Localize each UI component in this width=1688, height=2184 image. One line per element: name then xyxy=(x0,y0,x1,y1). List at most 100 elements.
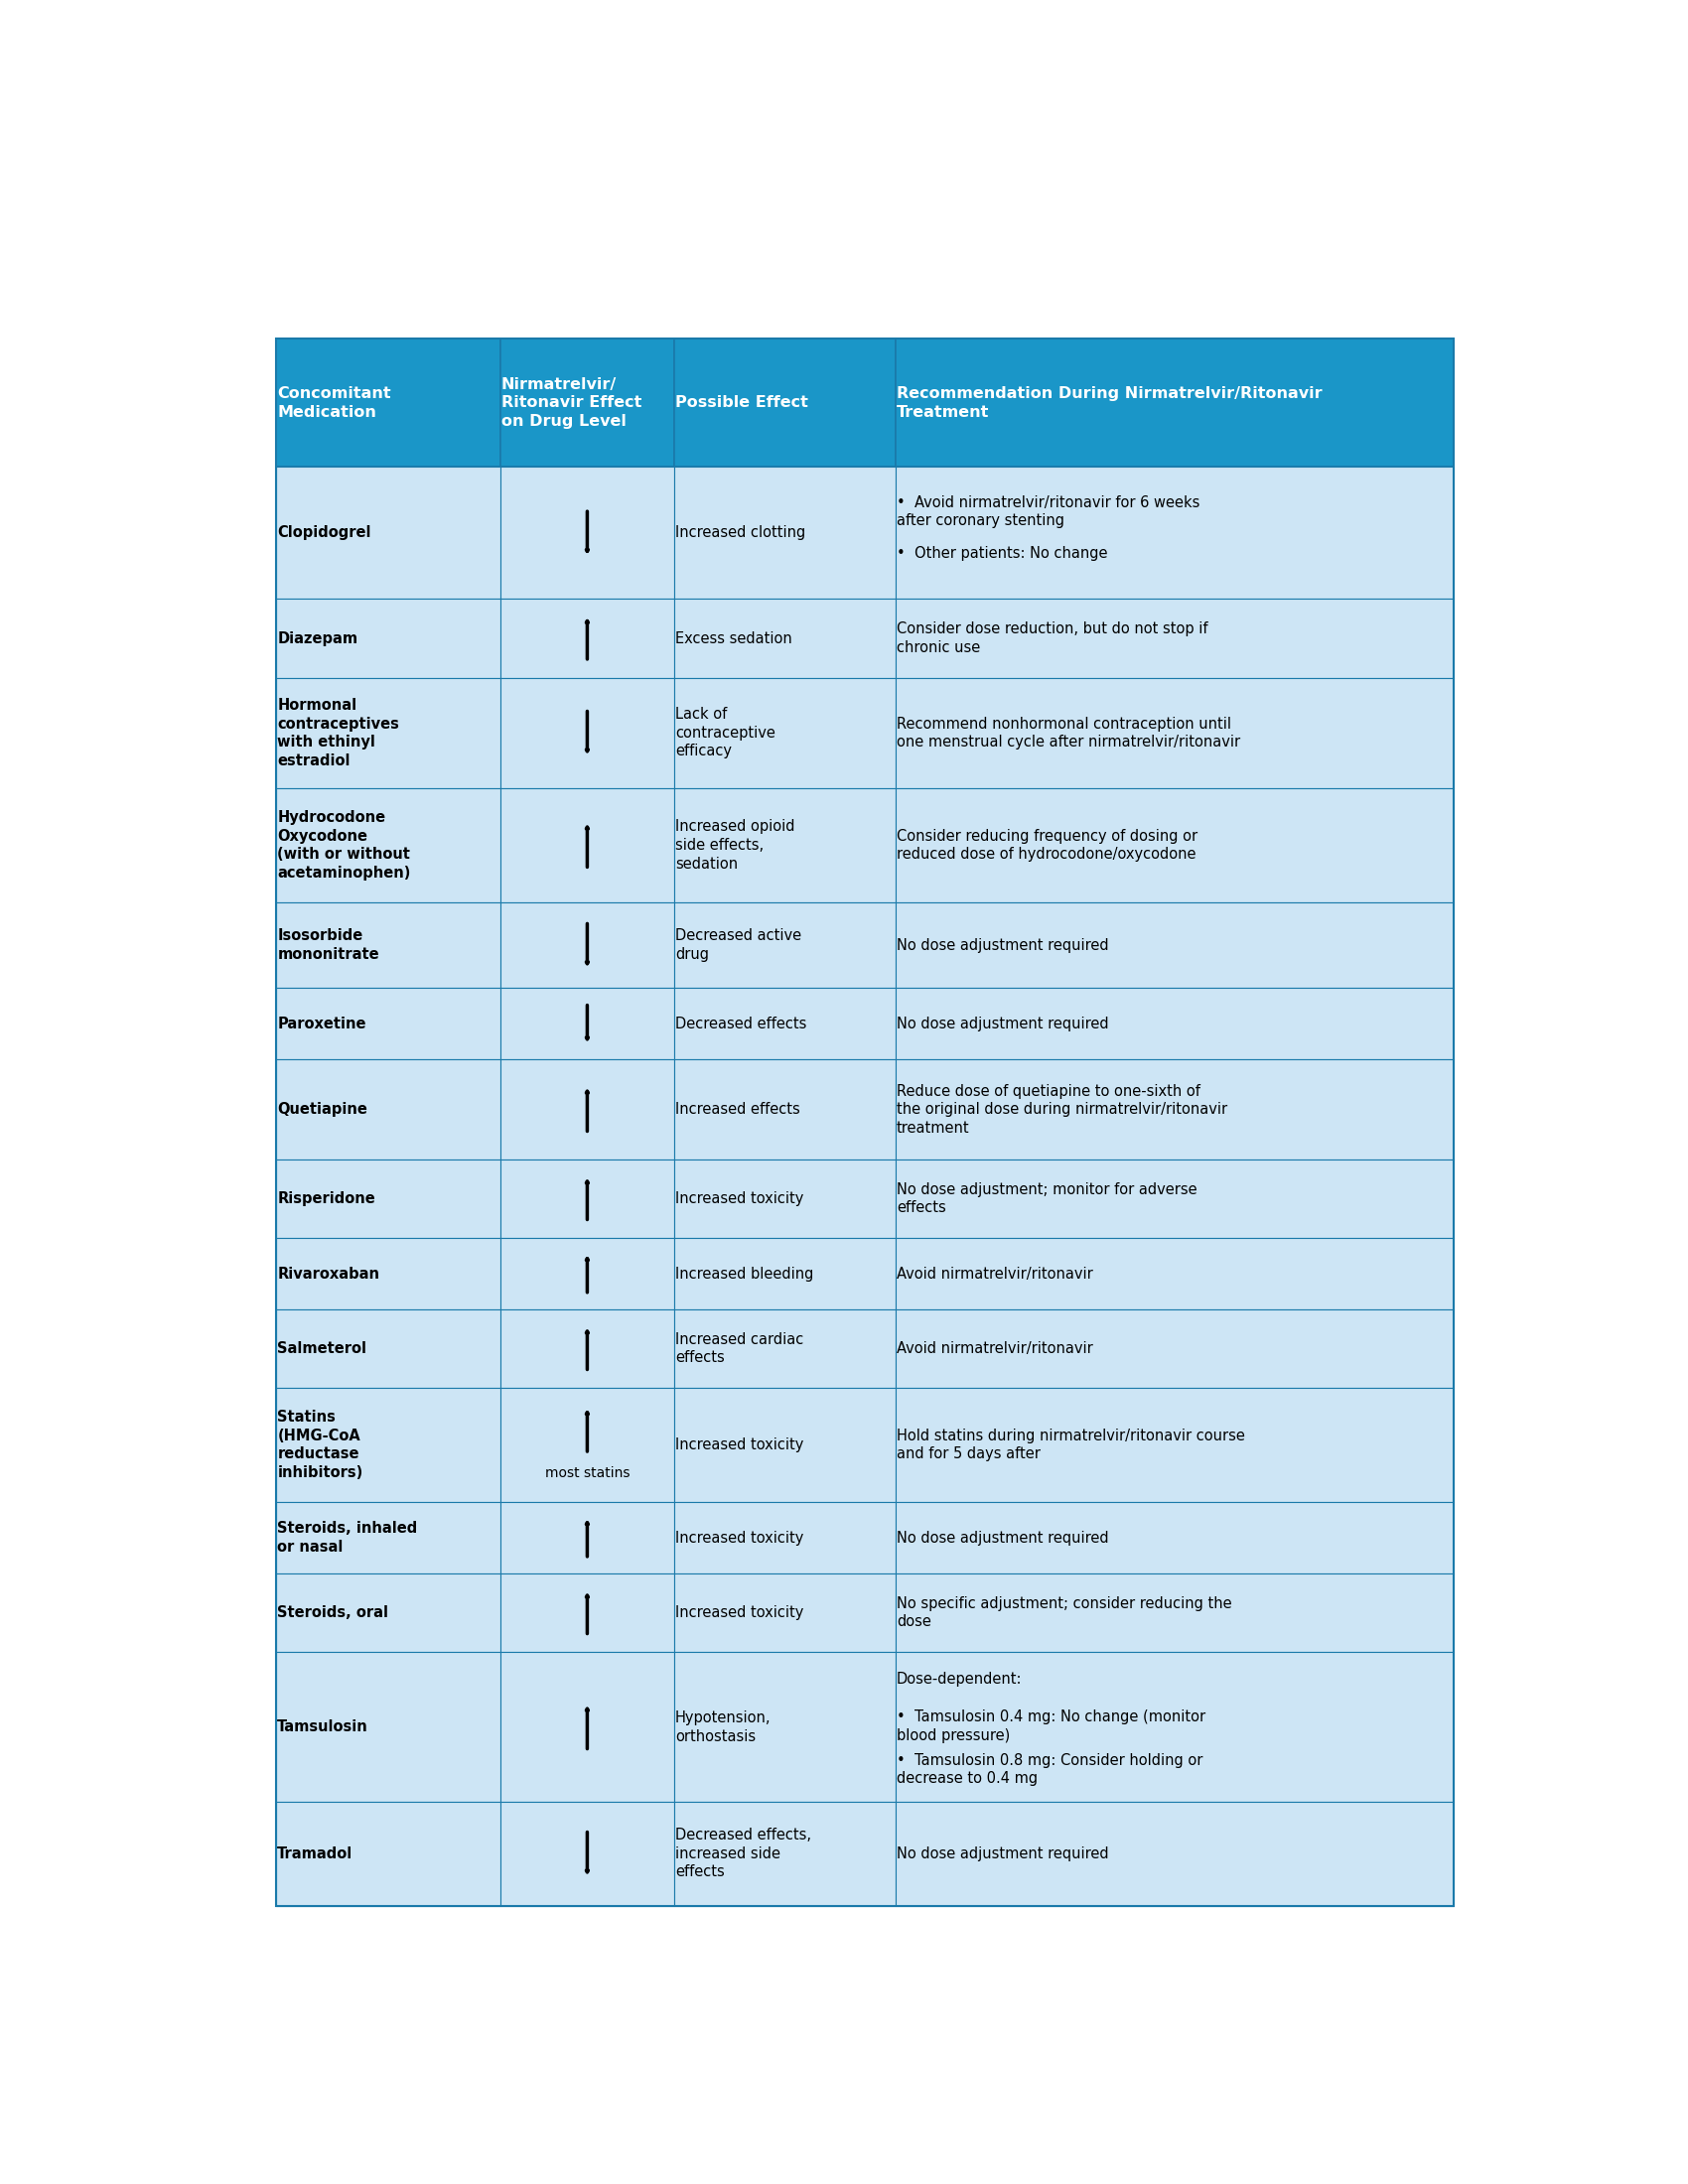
Bar xyxy=(277,1389,500,1503)
Bar xyxy=(277,1238,500,1310)
Text: No dose adjustment; monitor for adverse
effects: No dose adjustment; monitor for adverse … xyxy=(896,1182,1197,1216)
Text: Increased clotting: Increased clotting xyxy=(675,526,805,539)
Bar xyxy=(675,1503,896,1575)
Bar xyxy=(675,902,896,987)
Text: •  Avoid nirmatrelvir/ritonavir for 6 weeks
after coronary stenting: • Avoid nirmatrelvir/ritonavir for 6 wee… xyxy=(896,496,1200,529)
Text: Decreased effects: Decreased effects xyxy=(675,1016,807,1031)
Bar xyxy=(500,1651,675,1802)
Bar xyxy=(500,1238,675,1310)
Bar xyxy=(896,1575,1453,1651)
Text: Consider reducing frequency of dosing or
reduced dose of hydrocodone/oxycodone: Consider reducing frequency of dosing or… xyxy=(896,828,1197,863)
Text: Increased cardiac
effects: Increased cardiac effects xyxy=(675,1332,803,1365)
Text: Clopidogrel: Clopidogrel xyxy=(277,526,371,539)
Text: No specific adjustment; consider reducing the
dose: No specific adjustment; consider reducin… xyxy=(896,1597,1232,1629)
Text: Hypotension,
orthostasis: Hypotension, orthostasis xyxy=(675,1710,771,1743)
Text: No dose adjustment required: No dose adjustment required xyxy=(896,1531,1109,1546)
Text: Hormonal
contraceptives
with ethinyl
estradiol: Hormonal contraceptives with ethinyl est… xyxy=(277,699,400,769)
Text: Increased toxicity: Increased toxicity xyxy=(675,1531,803,1546)
Text: No dose adjustment required: No dose adjustment required xyxy=(896,937,1109,952)
Bar xyxy=(500,1059,675,1160)
Bar xyxy=(277,902,500,987)
Bar xyxy=(500,902,675,987)
Bar xyxy=(277,1575,500,1651)
Bar xyxy=(500,677,675,788)
Bar xyxy=(277,339,1453,1904)
Text: Paroxetine: Paroxetine xyxy=(277,1016,366,1031)
Text: Steroids, oral: Steroids, oral xyxy=(277,1605,388,1621)
Text: Avoid nirmatrelvir/ritonavir: Avoid nirmatrelvir/ritonavir xyxy=(896,1267,1094,1282)
Text: Decreased active
drug: Decreased active drug xyxy=(675,928,802,961)
Bar xyxy=(675,467,896,598)
Bar xyxy=(896,677,1453,788)
Bar xyxy=(896,987,1453,1059)
Bar xyxy=(500,1503,675,1575)
Text: Rivaroxaban: Rivaroxaban xyxy=(277,1267,380,1282)
Text: Quetiapine: Quetiapine xyxy=(277,1103,368,1116)
Text: Increased toxicity: Increased toxicity xyxy=(675,1190,803,1206)
Bar xyxy=(277,1059,500,1160)
Bar xyxy=(500,1802,675,1904)
Text: No dose adjustment required: No dose adjustment required xyxy=(896,1016,1109,1031)
Bar xyxy=(896,902,1453,987)
Bar xyxy=(675,598,896,677)
Text: Recommend nonhormonal contraception until
one menstrual cycle after nirmatrelvir: Recommend nonhormonal contraception unti… xyxy=(896,716,1241,749)
Bar xyxy=(675,1310,896,1389)
Bar xyxy=(500,1575,675,1651)
Bar xyxy=(500,598,675,677)
Bar xyxy=(675,1059,896,1160)
Text: most statins: most statins xyxy=(545,1468,630,1481)
Text: Decreased effects,
increased side
effects: Decreased effects, increased side effect… xyxy=(675,1828,812,1880)
Bar xyxy=(896,1802,1453,1904)
Text: •  Tamsulosin 0.8 mg: Consider holding or
decrease to 0.4 mg: • Tamsulosin 0.8 mg: Consider holding or… xyxy=(896,1754,1204,1787)
Bar xyxy=(277,467,500,598)
Text: Hold statins during nirmatrelvir/ritonavir course
and for 5 days after: Hold statins during nirmatrelvir/ritonav… xyxy=(896,1428,1246,1461)
Text: Isosorbide
mononitrate: Isosorbide mononitrate xyxy=(277,928,380,961)
Text: Steroids, inhaled
or nasal: Steroids, inhaled or nasal xyxy=(277,1522,417,1555)
Bar xyxy=(277,339,500,467)
Bar xyxy=(896,467,1453,598)
Text: Lack of
contraceptive
efficacy: Lack of contraceptive efficacy xyxy=(675,708,775,758)
Bar xyxy=(896,598,1453,677)
Text: Tamsulosin: Tamsulosin xyxy=(277,1719,368,1734)
Text: Increased bleeding: Increased bleeding xyxy=(675,1267,814,1282)
Bar xyxy=(896,339,1453,467)
Text: Possible Effect: Possible Effect xyxy=(675,395,809,411)
Bar xyxy=(500,1310,675,1389)
Bar xyxy=(896,1651,1453,1802)
Bar xyxy=(500,467,675,598)
Bar xyxy=(675,339,896,467)
Text: Avoid nirmatrelvir/ritonavir: Avoid nirmatrelvir/ritonavir xyxy=(896,1341,1094,1356)
Bar xyxy=(675,987,896,1059)
Bar xyxy=(277,1651,500,1802)
Bar xyxy=(896,1503,1453,1575)
Bar xyxy=(675,1238,896,1310)
Bar xyxy=(277,1160,500,1238)
Bar xyxy=(675,1160,896,1238)
Bar xyxy=(675,1575,896,1651)
Text: Risperidone: Risperidone xyxy=(277,1190,375,1206)
Text: Tramadol: Tramadol xyxy=(277,1845,353,1861)
Bar xyxy=(675,677,896,788)
Bar xyxy=(277,1802,500,1904)
Text: Increased toxicity: Increased toxicity xyxy=(675,1437,803,1452)
Text: Increased toxicity: Increased toxicity xyxy=(675,1605,803,1621)
Bar xyxy=(896,1389,1453,1503)
Bar xyxy=(500,788,675,902)
Bar xyxy=(675,1389,896,1503)
Bar xyxy=(675,1651,896,1802)
Bar xyxy=(277,987,500,1059)
Bar xyxy=(277,677,500,788)
Text: Recommendation During Nirmatrelvir/Ritonavir
Treatment: Recommendation During Nirmatrelvir/Riton… xyxy=(896,387,1322,419)
Text: •  Tamsulosin 0.4 mg: No change (monitor
blood pressure): • Tamsulosin 0.4 mg: No change (monitor … xyxy=(896,1710,1205,1743)
Bar xyxy=(896,1059,1453,1160)
Text: Salmeterol: Salmeterol xyxy=(277,1341,366,1356)
Text: Dose-dependent:: Dose-dependent: xyxy=(896,1671,1023,1686)
Bar xyxy=(675,788,896,902)
Bar xyxy=(277,788,500,902)
Text: Consider dose reduction, but do not stop if
chronic use: Consider dose reduction, but do not stop… xyxy=(896,622,1209,655)
Bar xyxy=(277,1310,500,1389)
Bar xyxy=(896,1310,1453,1389)
Text: Nirmatrelvir/
Ritonavir Effect
on Drug Level: Nirmatrelvir/ Ritonavir Effect on Drug L… xyxy=(501,378,641,428)
Bar xyxy=(277,1503,500,1575)
Text: Diazepam: Diazepam xyxy=(277,631,358,646)
